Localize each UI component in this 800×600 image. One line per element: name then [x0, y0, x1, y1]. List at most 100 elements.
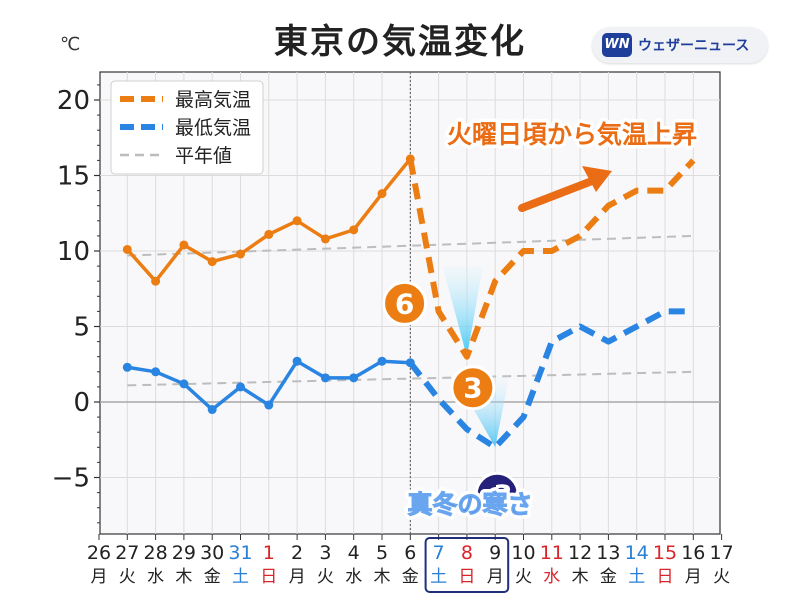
callout-badge — [382, 280, 428, 326]
y-tick-label: 20 — [57, 86, 90, 116]
x-tick-label-weekday: 木 — [374, 567, 391, 587]
x-tick-label-weekday: 月 — [289, 567, 306, 587]
x-tick-label-day: 28 — [144, 542, 168, 564]
point-high — [405, 154, 415, 164]
point-low — [349, 373, 359, 383]
y-tick-label: 15 — [57, 162, 90, 192]
x-tick-label-day: 3 — [319, 542, 331, 564]
x-tick-label-day: 17 — [710, 542, 734, 564]
x-tick-label-day: 29 — [172, 542, 196, 564]
x-tick-label-weekday: 水 — [543, 567, 560, 587]
x-tick-label-weekday: 日 — [458, 567, 475, 587]
normal-line — [127, 370, 694, 387]
x-tick-label-day: 31 — [228, 542, 252, 564]
warmup-arrow-shaft — [518, 177, 596, 212]
y-tick-label: 0 — [73, 388, 90, 418]
y-tick-label: 5 — [73, 313, 90, 343]
x-tick-label-day: 6 — [404, 542, 416, 564]
x-tick-label-weekday: 火 — [713, 567, 730, 587]
x-tick-label-day: 10 — [511, 542, 535, 564]
x-tick-label-weekday: 金 — [600, 567, 617, 587]
series-normal — [127, 234, 694, 387]
x-tick-label-weekday: 月 — [685, 567, 702, 587]
brand-name: ウェザーニュース — [638, 38, 750, 54]
point-high — [236, 249, 245, 259]
x-tick-label-weekday: 土 — [430, 567, 447, 587]
legend-normal-label: 平年値 — [175, 145, 232, 167]
x-tick-label-day: 15 — [653, 542, 677, 564]
point-high — [179, 240, 189, 250]
highlight-box — [424, 537, 510, 593]
x-tick-label-weekday: 木 — [175, 567, 192, 587]
dip-highlight-high — [442, 266, 483, 357]
page-title: 東京の気温変化 — [274, 22, 526, 62]
x-tick-label-weekday: 水 — [345, 567, 362, 587]
point-low — [320, 373, 330, 383]
x-tick-label-day: 8 — [461, 542, 473, 564]
cold-annotation: 真冬の寒さ — [407, 490, 532, 519]
x-tick-label-day: 14 — [625, 542, 649, 564]
x-tick-label-weekday: 金 — [204, 567, 221, 587]
point-high — [320, 234, 330, 244]
point-low — [122, 362, 132, 372]
normal-line — [127, 234, 694, 257]
callout-minus-3: -3 — [474, 471, 520, 517]
x-tick-label-weekday: 火 — [119, 567, 136, 587]
warmup-annotation-halo: 火曜日頃から気温上昇 — [447, 120, 697, 149]
brand-badge: WN ウェザーニュース — [592, 27, 768, 63]
callout-badge — [474, 471, 520, 517]
x-tick-label-weekday: 木 — [572, 567, 589, 587]
warmup-annotation: 火曜日頃から気温上昇 — [447, 120, 697, 149]
point-low — [236, 382, 245, 392]
callout-label: 6 — [395, 287, 414, 320]
point-high — [292, 216, 302, 226]
series-low — [122, 308, 694, 451]
x-tick-label-weekday: 土 — [232, 567, 249, 587]
x-tick-label-day: 30 — [200, 542, 224, 564]
callout-label: 3 — [463, 372, 482, 405]
x-axis: 26月27火28水29木30金31土1日2月3火4水5木6金7土8日9月10火1… — [87, 534, 734, 587]
x-tick-label-weekday: 金 — [402, 567, 419, 587]
x-tick-label-day: 16 — [681, 542, 705, 564]
x-tick-label-day: 4 — [348, 542, 360, 564]
callout-3: 3 — [450, 365, 496, 411]
x-tick-label-weekday: 日 — [260, 567, 277, 587]
legend-high-label: 最高気温 — [175, 89, 251, 111]
x-tick-label-weekday: 月 — [487, 567, 504, 587]
x-tick-label-day: 9 — [489, 542, 501, 564]
x-tick-label-weekday: 火 — [317, 567, 334, 587]
point-low — [405, 358, 415, 368]
x-tick-label-day: 2 — [291, 542, 303, 564]
x-tick-label-weekday: 火 — [515, 567, 532, 587]
series-high — [122, 154, 696, 360]
x-tick-label-weekday: 水 — [147, 567, 164, 587]
line-high-forecast — [407, 158, 696, 360]
x-tick-label-day: 5 — [376, 542, 388, 564]
x-tick-label-day: 11 — [540, 542, 564, 564]
x-tick-label-day: 27 — [115, 542, 139, 564]
y-axis-unit: ℃ — [60, 34, 81, 55]
y-tick-label: −5 — [52, 464, 90, 494]
legend-low-label: 最低気温 — [175, 117, 251, 139]
callout-6: 6 — [382, 280, 428, 326]
brand-logo-icon: WN — [602, 33, 632, 57]
point-high — [122, 244, 132, 254]
cold-annotation-halo: 真冬の寒さ — [407, 490, 532, 519]
callout-label: -3 — [482, 478, 513, 511]
point-high — [151, 276, 161, 286]
x-tick-label-day: 26 — [87, 542, 111, 564]
point-high — [264, 229, 274, 239]
point-low — [292, 356, 302, 366]
point-low — [264, 400, 274, 410]
point-high — [349, 225, 359, 235]
x-tick-label-day: 7 — [433, 542, 445, 564]
point-high — [377, 189, 387, 199]
warmup-arrow-head — [582, 166, 612, 192]
x-tick-label-day: 12 — [568, 542, 592, 564]
legend-box — [110, 80, 264, 175]
x-tick-label-weekday: 月 — [91, 567, 108, 587]
point-low — [179, 379, 189, 389]
point-low — [377, 356, 387, 366]
